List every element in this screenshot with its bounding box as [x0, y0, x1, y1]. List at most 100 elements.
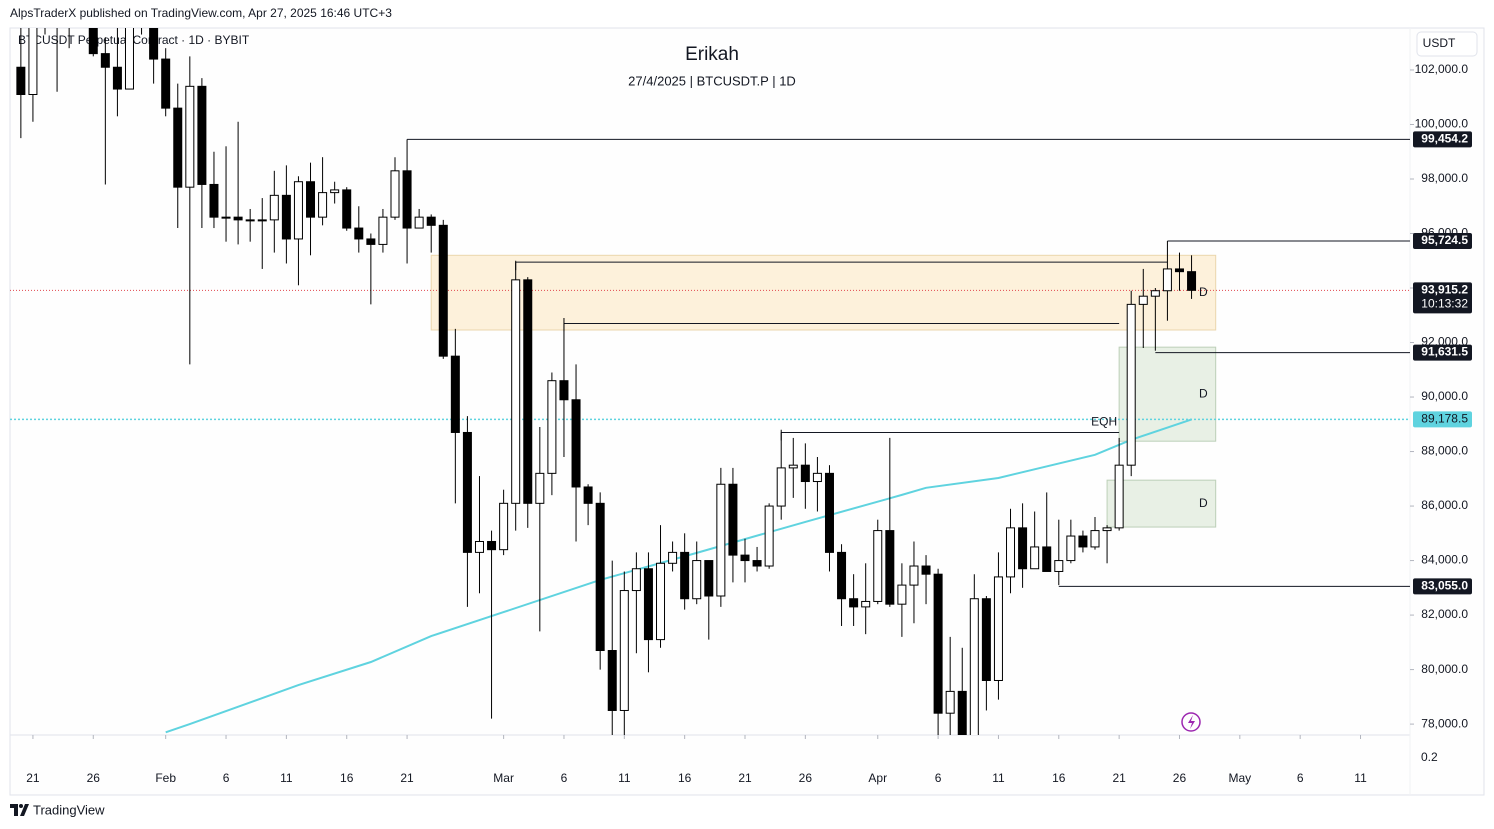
level-label: 95,724.5: [1421, 233, 1468, 247]
level-label-box: [1413, 578, 1472, 595]
candle-body: [1187, 271, 1197, 291]
candle-body: [149, 28, 159, 60]
candle-body: [704, 560, 714, 597]
candle-body: [837, 551, 847, 600]
candle-body: [812, 472, 822, 483]
y-tick-label: 80,000.0: [1421, 662, 1468, 676]
candle-body: [100, 53, 110, 68]
currency-button[interactable]: [1416, 31, 1478, 57]
x-tick-label: 11: [618, 771, 631, 785]
candle-body: [716, 483, 726, 597]
x-tick-label: Mar: [493, 771, 514, 785]
x-tick-label: 6: [223, 771, 230, 785]
candle-body: [1138, 295, 1148, 305]
candle-body: [945, 690, 955, 714]
candle-body: [668, 551, 678, 564]
candle-body: [740, 554, 750, 562]
candle-body: [1102, 527, 1112, 532]
candle-body: [511, 279, 521, 504]
x-tick-label: 16: [678, 771, 692, 785]
y-tick-label: 88,000.0: [1421, 444, 1468, 458]
publisher-line: AlpsTraderX published on TradingView.com…: [10, 6, 392, 20]
y-tick-label: 102,000.0: [1415, 62, 1469, 76]
y-tick-label: 90,000.0: [1421, 389, 1468, 403]
candle-body: [728, 483, 738, 556]
candle-body: [800, 464, 810, 483]
candle-body: [474, 540, 484, 553]
chart-frame: [9, 27, 1485, 796]
candle-body: [161, 58, 171, 109]
chart-title: Erikah: [685, 44, 739, 65]
x-tick-label: May: [1228, 771, 1251, 785]
candle-body: [185, 85, 195, 188]
candle-body: [1006, 527, 1016, 578]
eqh-label: EQH: [1091, 415, 1117, 429]
candle-body: [281, 194, 291, 240]
candle-body: [885, 530, 895, 605]
candle-body: [462, 431, 472, 553]
candle-body: [426, 216, 436, 226]
y-tick-label: 98,000.0: [1421, 171, 1468, 185]
candle-body: [873, 530, 883, 602]
zone-label: D: [1199, 496, 1208, 510]
last-price-label: 93,915.2: [1421, 282, 1468, 296]
y-tick-label: 100,000.0: [1415, 117, 1469, 131]
countdown-label: 10:13:32: [1421, 296, 1468, 310]
level-label: 91,631.5: [1421, 345, 1468, 359]
x-tick-label: 21: [1112, 771, 1126, 785]
candle-body: [680, 551, 690, 600]
candle-body: [897, 584, 907, 605]
candle-body: [1030, 546, 1040, 570]
candle-body: [1126, 303, 1136, 466]
candle-body: [1162, 268, 1172, 292]
candle-body: [595, 502, 605, 652]
currency: USDT: [1423, 36, 1456, 50]
candle-body: [631, 568, 641, 592]
candle-body: [438, 224, 448, 357]
y-tick-label: 86,000.0: [1421, 498, 1468, 512]
candle-body: [209, 183, 219, 218]
x-tick-label: 21: [26, 771, 40, 785]
x-tick-label: 26: [799, 771, 813, 785]
candle-body: [776, 467, 786, 507]
ma-label-box: [1413, 411, 1472, 428]
x-tick-label: Apr: [868, 771, 887, 785]
candle-body: [692, 560, 702, 600]
x-tick-label: 21: [400, 771, 414, 785]
candle-body: [233, 216, 243, 221]
x-tick-label: 11: [992, 771, 1005, 785]
x-tick-label: 16: [1052, 771, 1066, 785]
footer-brand: TradingView: [33, 802, 105, 817]
candle-body: [957, 690, 967, 735]
candle-body: [221, 216, 231, 219]
candle-body: [752, 560, 762, 567]
zone-label: D: [1199, 386, 1208, 400]
candle-body: [414, 216, 424, 229]
candle-body: [293, 181, 303, 240]
candle-body: [1042, 546, 1052, 572]
pane-value: 0.2: [1421, 750, 1438, 764]
candle-body: [1078, 535, 1088, 548]
x-tick-label: Feb: [155, 771, 176, 785]
candle-body: [559, 380, 569, 401]
candle-body: [16, 66, 26, 96]
candle-body: [28, 28, 38, 96]
x-tick-label: 26: [1173, 771, 1187, 785]
zone: [430, 254, 1217, 331]
candle-body: [306, 181, 316, 218]
level-label-box: [1413, 131, 1472, 148]
alert-icon[interactable]: [1181, 712, 1201, 732]
candle-body: [643, 568, 653, 641]
candle-body: [824, 472, 834, 553]
candle-body: [969, 598, 979, 735]
candle-body: [1174, 268, 1184, 273]
y-tick-label: 78,000.0: [1421, 716, 1468, 730]
candle-body: [1018, 527, 1028, 570]
zone: [1106, 479, 1217, 528]
candle-body: [619, 590, 629, 711]
candle-body: [583, 486, 593, 504]
level-label: 99,454.2: [1421, 132, 1468, 146]
candle-body: [1150, 290, 1160, 297]
candle-body: [269, 194, 279, 221]
